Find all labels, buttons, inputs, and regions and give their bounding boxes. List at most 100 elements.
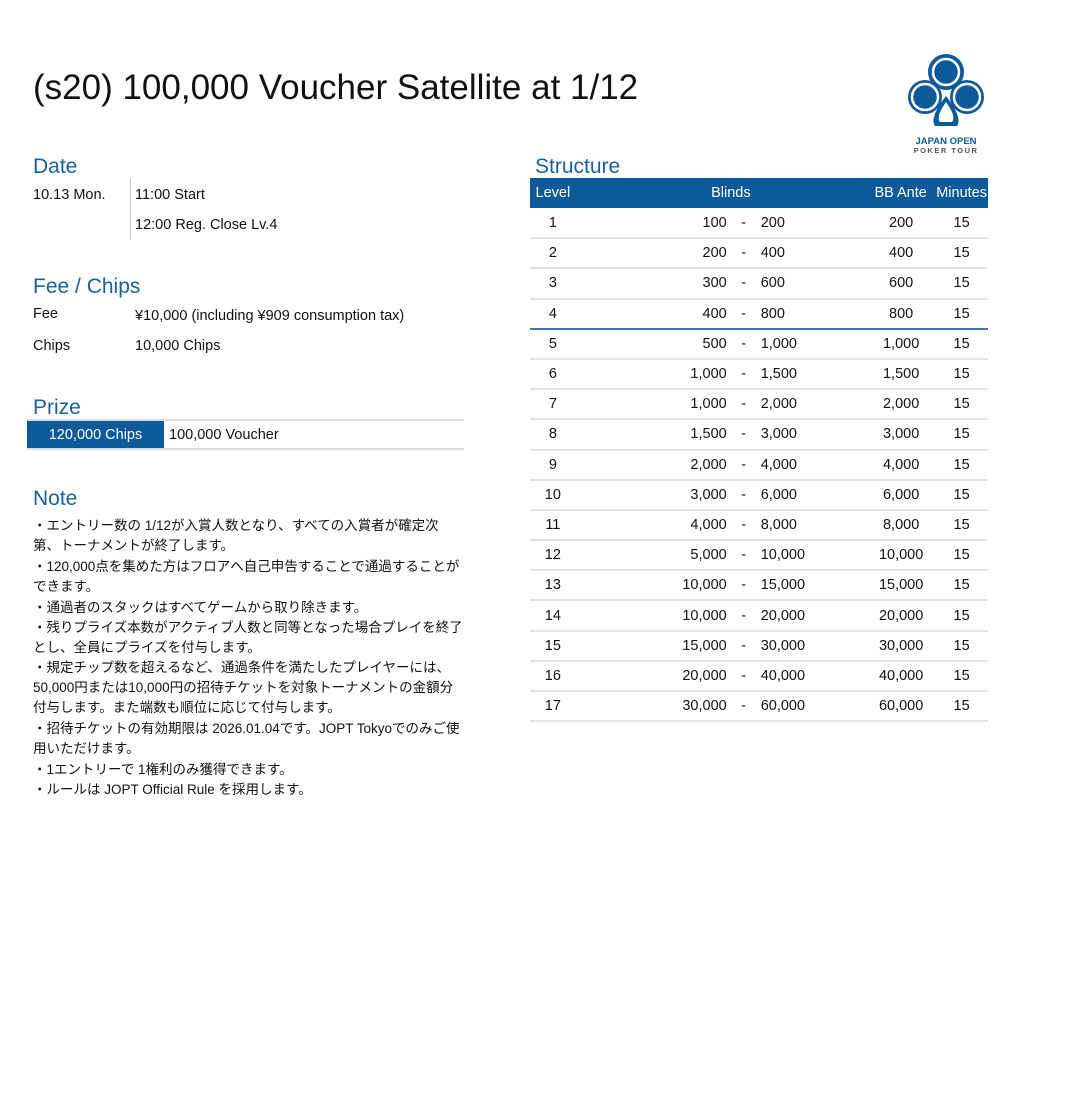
prize-heading: Prize: [33, 396, 81, 419]
level-cell: 15: [544, 637, 561, 654]
small-blind: 3,000: [690, 486, 727, 503]
level-cell: 9: [548, 456, 557, 473]
ante-cell: 1,500: [882, 366, 920, 383]
level-cell: 1: [548, 214, 557, 231]
blind-separator: -: [741, 275, 747, 292]
level-cell: 4: [548, 305, 557, 322]
page-title: (s20) 100,000 Voucher Satellite at 1/12: [33, 68, 639, 107]
big-blind: 200: [760, 214, 785, 231]
structure-row: 9 2,000-4,000 4,000 15: [530, 450, 988, 480]
blind-separator: -: [741, 667, 747, 684]
level-cell: 7: [548, 396, 557, 413]
ante-cell: 4,000: [882, 456, 920, 473]
note-item: ・規定チップ数を超えるなど、通過条件を満たしたプレイヤーには、50,000円また…: [33, 660, 454, 715]
note-item: ・通過者のスタックはすべてゲームから取り除きます。: [33, 600, 368, 615]
structure-row: 5 500-1,000 1,000 15: [530, 329, 988, 359]
big-blind: 4,000: [760, 456, 797, 473]
structure-table: Level Blinds BB Ante Minutes 1 100-200 200…: [530, 178, 988, 722]
jopt-logo: JAPAN OPEN POKER TOUR: [905, 50, 987, 160]
date-reg-close: 12:00 Reg. Close Lv.4: [135, 217, 278, 233]
blinds-cell: 2,000-4,000: [576, 450, 827, 480]
chips-label: Chips: [33, 338, 71, 354]
big-blind: 10,000: [760, 547, 806, 564]
minutes-cell: 15: [953, 456, 970, 473]
minutes-cell: 15: [953, 426, 970, 443]
structure-heading: Structure: [535, 155, 621, 178]
level-cell: 3: [548, 275, 557, 292]
note-item: ・120,000点を集めた方はフロアへ自己申告することで通過することができます。: [33, 559, 460, 594]
col-bb-ante: BB Ante: [874, 185, 927, 201]
blind-separator: -: [741, 305, 747, 322]
big-blind: 6,000: [760, 486, 797, 503]
big-blind: 15,000: [760, 577, 806, 594]
level-cell: 13: [544, 577, 561, 594]
blind-separator: -: [741, 577, 747, 594]
small-blind: 500: [702, 335, 727, 352]
small-blind: 10,000: [682, 577, 727, 594]
ante-cell: 800: [889, 305, 914, 322]
col-blinds: Blinds: [711, 185, 751, 201]
blinds-cell: 30,000-60,000: [576, 691, 827, 721]
minutes-cell: 15: [953, 335, 970, 352]
blinds-cell: 300-600: [576, 268, 827, 298]
minutes-cell: 15: [953, 305, 970, 322]
structure-row: 11 4,000-8,000 8,000 15: [530, 510, 988, 541]
small-blind: 20,000: [682, 667, 727, 684]
minutes-cell: 15: [953, 547, 970, 564]
blind-separator: -: [741, 366, 747, 383]
minutes-cell: 15: [953, 607, 970, 624]
note-item: ・ルールは JOPT Official Rule を採用します。: [33, 782, 312, 797]
minutes-cell: 15: [953, 245, 970, 262]
club-logo-icon: JAPAN OPEN POKER TOUR: [908, 54, 984, 155]
blinds-cell: 400-800: [576, 299, 827, 329]
ante-cell: 1,000: [882, 335, 920, 352]
ante-cell: 60,000: [878, 698, 924, 715]
level-cell: 2: [548, 245, 557, 262]
small-blind: 15,000: [682, 637, 727, 654]
small-blind: 10,000: [682, 607, 727, 624]
ante-cell: 3,000: [882, 426, 920, 443]
small-blind: 100: [702, 214, 727, 231]
small-blind: 400: [702, 305, 727, 322]
minutes-cell: 15: [953, 486, 970, 503]
blinds-cell: 15,000-30,000: [576, 631, 827, 661]
date-heading: Date: [33, 155, 78, 178]
structure-row: 13 10,000-15,000 15,000 15: [530, 570, 988, 601]
minutes-cell: 15: [953, 366, 970, 383]
ante-cell: 6,000: [882, 486, 920, 503]
blind-separator: -: [741, 486, 747, 503]
minutes-cell: 15: [953, 516, 970, 533]
col-minutes: Minutes: [936, 185, 987, 201]
chips-value: 10,000 Chips: [135, 338, 221, 354]
blind-separator: -: [741, 516, 747, 533]
blinds-cell: 1,000-2,000: [576, 389, 827, 419]
minutes-cell: 15: [953, 698, 970, 715]
big-blind: 20,000: [760, 607, 806, 624]
big-blind: 40,000: [760, 667, 806, 684]
small-blind: 30,000: [682, 698, 727, 715]
level-cell: 6: [548, 366, 557, 383]
note-list: ・エントリー数の 1/12が入賞人数となり、すべての入賞者が確定次第、トーナメン…: [33, 516, 463, 800]
structure-row: 10 3,000-6,000 6,000 15: [530, 480, 988, 510]
small-blind: 2,000: [690, 456, 727, 473]
structure-row: 7 1,000-2,000 2,000 15: [530, 389, 988, 420]
note-heading: Note: [33, 487, 78, 510]
structure-row: 4 400-800 800 15: [530, 299, 988, 329]
structure-row: 16 20,000-40,000 40,000 15: [530, 661, 988, 691]
level-cell: 17: [544, 698, 561, 715]
structure-row: 8 1,500-3,000 3,000 15: [530, 419, 988, 450]
small-blind: 1,000: [690, 396, 727, 413]
big-blind: 8,000: [760, 516, 797, 533]
structure-row: 1 100-200 200 15: [530, 208, 988, 239]
level-cell: 14: [544, 607, 561, 624]
ante-cell: 200: [889, 214, 914, 231]
small-blind: 200: [702, 245, 727, 262]
blinds-cell: 1,000-1,500: [576, 359, 827, 389]
big-blind: 3,000: [760, 426, 797, 443]
level-cell: 10: [544, 486, 561, 503]
blinds-cell: 10,000-15,000: [576, 570, 827, 600]
blind-separator: -: [741, 547, 747, 564]
minutes-cell: 15: [953, 275, 970, 292]
note-item: ・招待チケットの有効期限は 2026.01.04です。JOPT Tokyoでのみ…: [33, 721, 460, 756]
big-blind: 60,000: [760, 698, 806, 715]
